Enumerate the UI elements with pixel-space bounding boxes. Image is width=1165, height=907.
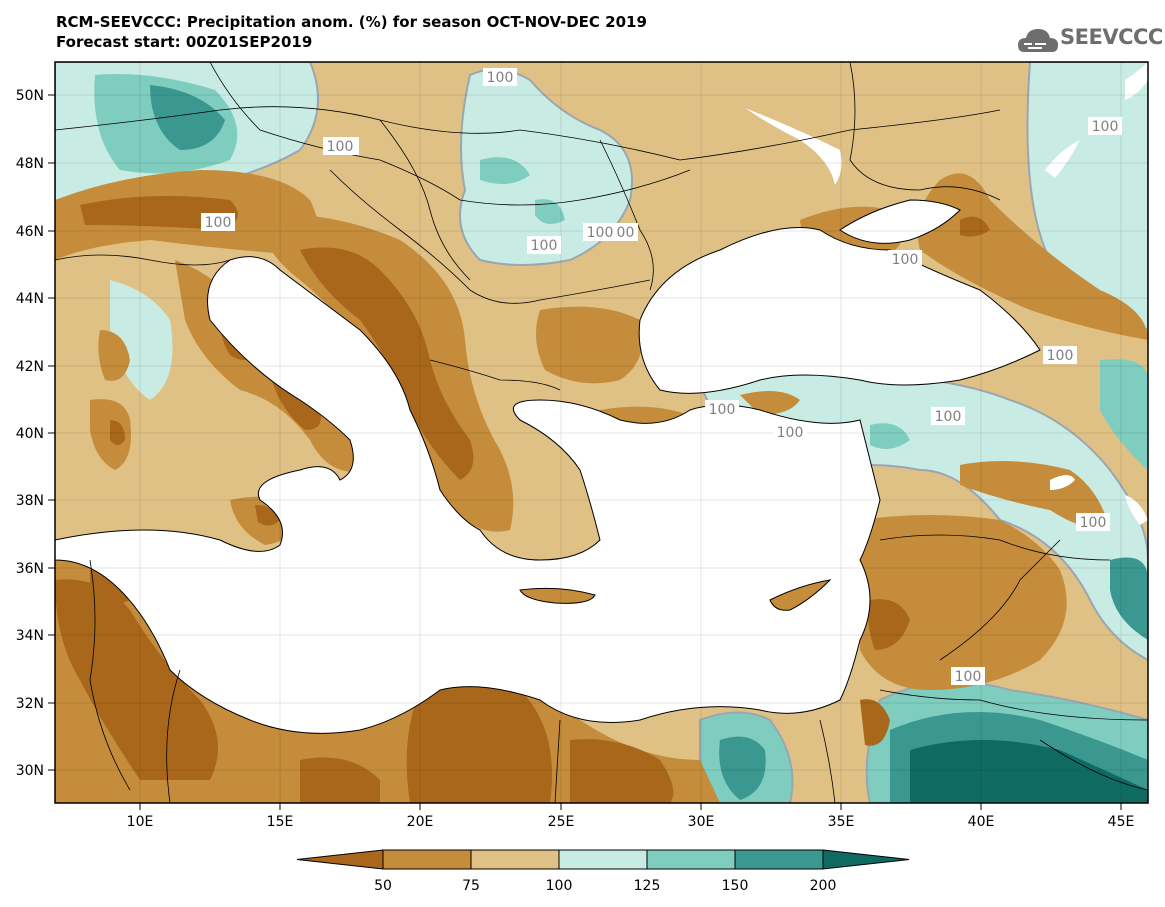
colorbar-label: 125 <box>634 878 661 894</box>
lat-label: 34N <box>16 628 44 644</box>
lon-label: 10E <box>127 814 154 830</box>
contour-label: 100 <box>531 238 558 254</box>
graticule <box>55 62 1148 803</box>
contour-label: 100 <box>1080 515 1107 531</box>
lat-label: 38N <box>16 493 44 509</box>
country-borders <box>55 62 1148 803</box>
lat-label: 32N <box>16 696 44 712</box>
contour-label: 100 <box>935 409 962 425</box>
colorbar-label: 75 <box>462 878 480 894</box>
colorbar-segment <box>646 849 736 870</box>
map-field <box>55 62 1148 803</box>
lon-label: 35E <box>828 814 855 830</box>
colorbar-segment <box>382 849 472 870</box>
contour-label-bg <box>931 407 965 425</box>
lon-label: 40E <box>968 814 995 830</box>
contour-label-bg <box>201 213 235 231</box>
colorbar-segment <box>470 849 560 870</box>
contour-label: 100 <box>327 139 354 155</box>
lat-label: 46N <box>16 224 44 240</box>
contour-label: 100 <box>1092 119 1119 135</box>
contour-label-bg <box>773 423 807 441</box>
lat-label: 42N <box>16 359 44 375</box>
contour-label-bg <box>483 68 517 86</box>
lat-label: 44N <box>16 291 44 307</box>
contour-label-bg <box>888 250 922 268</box>
colorbar-segment <box>296 849 384 870</box>
forecast-start: Forecast start: 00Z01SEP2019 <box>56 33 313 51</box>
lat-label: 30N <box>16 763 44 779</box>
crete <box>519 587 596 604</box>
logo-text: SEEVCCC <box>1060 25 1163 49</box>
cyprus <box>769 579 832 611</box>
lat-label: 36N <box>16 561 44 577</box>
contour-label: 100 <box>205 215 232 231</box>
contour-label: 100 <box>892 252 919 268</box>
contour-labels: 1001001001001001001001001001001001001001… <box>201 68 1122 685</box>
lon-label: 20E <box>407 814 434 830</box>
contour-label-bg <box>583 223 617 241</box>
latitude-axis: 50N 48N 46N 44N 42N 40N 38N 36N 34N 32N 30N <box>16 88 55 779</box>
colorbar-label: 200 <box>810 878 837 894</box>
longitude-axis: 10E 15E 20E 25E 30E 35E 40E 45E <box>127 803 1135 830</box>
lon-label: 45E <box>1108 814 1135 830</box>
lat-label: 40N <box>16 426 44 442</box>
contour-label: 100 <box>1047 348 1074 364</box>
sea-mask <box>55 199 1041 734</box>
lat-label: 50N <box>16 88 44 104</box>
colorbar-label: 100 <box>546 878 573 894</box>
colorbar-segment <box>558 849 648 870</box>
no-data-patches <box>745 62 1148 525</box>
contour-label-bg <box>323 137 357 155</box>
seevccc-logo: SEEVCCC <box>1016 22 1163 58</box>
map-title: RCM-SEEVCCC: Precipitation anom. (%) for… <box>56 13 647 31</box>
contour-label-bg <box>527 236 561 254</box>
contour-label: 100 <box>777 425 804 441</box>
lat-label: 48N <box>16 156 44 172</box>
lon-label: 15E <box>267 814 294 830</box>
colorbar-label: 50 <box>374 878 392 894</box>
contour-label: 100 <box>487 70 514 86</box>
contour-label-bg <box>1076 513 1110 531</box>
lon-label: 30E <box>688 814 715 830</box>
colorbar-segment <box>822 849 910 870</box>
contour-label-bg <box>1088 117 1122 135</box>
colorbar-label: 150 <box>722 878 749 894</box>
contour-label-bg <box>1043 346 1077 364</box>
dry-regions-lt50 <box>55 196 990 803</box>
contour-label-bg <box>951 667 985 685</box>
cloud-icon <box>1018 29 1058 52</box>
colorbar: 50 75 100 125 150 200 <box>296 849 910 894</box>
lon-label: 25E <box>548 814 575 830</box>
contour-label-bg <box>705 400 739 418</box>
contour-label: 100 <box>955 669 982 685</box>
colorbar-segment <box>734 849 824 870</box>
contour-label: 100 <box>587 225 614 241</box>
contour-label: 100 <box>709 402 736 418</box>
